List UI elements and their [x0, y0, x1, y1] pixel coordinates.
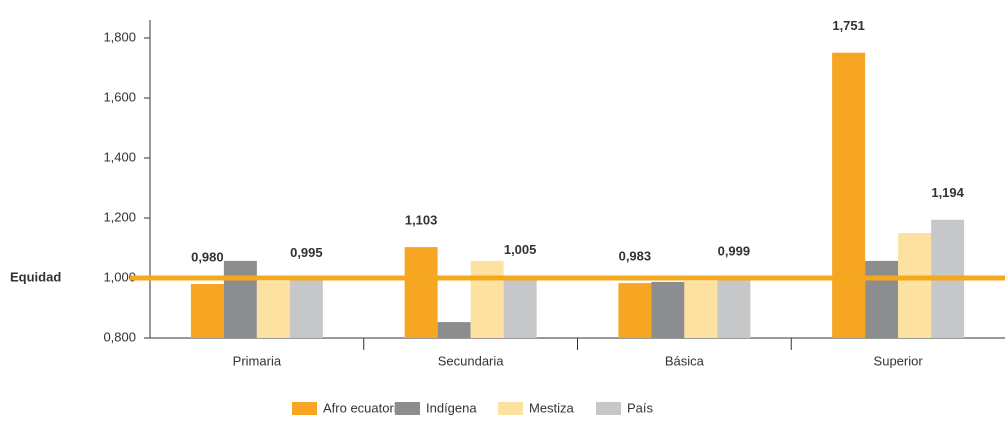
bar: [289, 279, 323, 338]
legend-swatch: [498, 402, 523, 415]
bar: [437, 322, 471, 338]
legend-swatch: [596, 402, 621, 415]
bar: [651, 281, 685, 338]
bar: [223, 260, 257, 338]
value-label: 0,980: [191, 249, 224, 264]
bar: [865, 260, 899, 338]
bar: [832, 52, 866, 338]
bar: [503, 276, 537, 338]
value-label: 0,999: [718, 244, 751, 259]
reference-label: Equidad: [10, 269, 61, 284]
y-tick-label: 0,800: [103, 329, 136, 344]
value-label: 0,983: [619, 249, 652, 264]
bar: [404, 247, 438, 338]
value-label: 1,194: [931, 185, 964, 200]
value-label: 1,751: [832, 18, 865, 33]
legend-label: País: [627, 400, 654, 415]
legend-swatch: [292, 402, 317, 415]
legend-label: Mestiza: [529, 400, 575, 415]
bar: [684, 281, 718, 338]
y-tick-label: 1,000: [103, 269, 136, 284]
y-tick-label: 1,200: [103, 209, 136, 224]
bar: [256, 281, 290, 338]
bar: [190, 284, 224, 338]
y-tick-label: 1,800: [103, 29, 136, 44]
bar: [470, 260, 504, 338]
y-tick-label: 1,400: [103, 149, 136, 164]
x-tick-label: Secundaria: [438, 353, 505, 368]
bar: [717, 278, 751, 338]
x-tick-label: Primaria: [233, 353, 282, 368]
legend-label: Indígena: [426, 400, 477, 415]
bar: [898, 233, 932, 338]
x-tick-label: Básica: [665, 353, 705, 368]
bar: [618, 283, 652, 338]
x-tick-label: Superior: [874, 353, 924, 368]
y-tick-label: 1,600: [103, 89, 136, 104]
value-label: 1,005: [504, 242, 537, 257]
legend-swatch: [395, 402, 420, 415]
value-label: 1,103: [405, 213, 438, 228]
value-label: 0,995: [290, 245, 323, 260]
